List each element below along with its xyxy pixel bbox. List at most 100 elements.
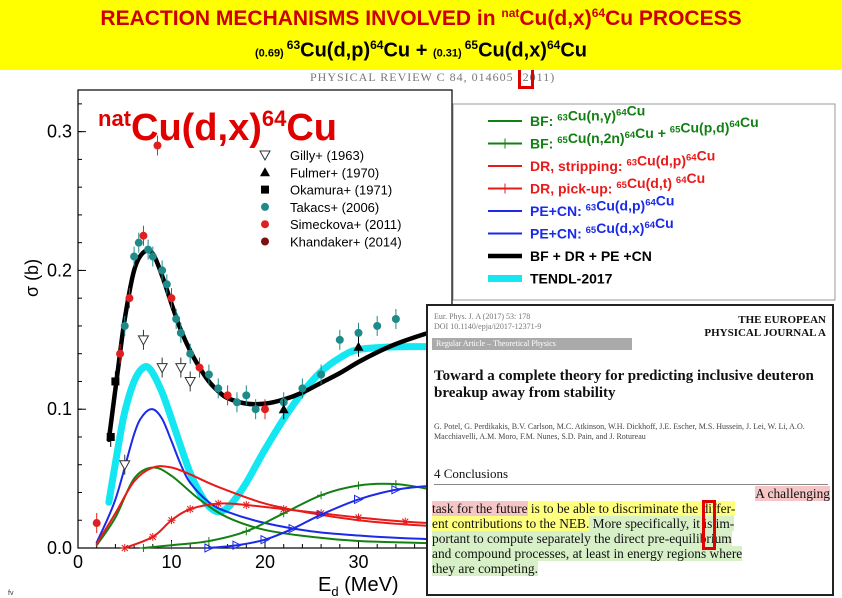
series-line [105, 343, 456, 516]
series-marker [168, 516, 175, 524]
data-point [335, 335, 344, 344]
series-legend-box [452, 103, 836, 301]
data-point [111, 377, 120, 386]
data-point [167, 294, 176, 303]
experiment-legend-label: Takacs+ (2006) [290, 200, 379, 215]
experiment-legend-marker [261, 220, 269, 229]
experiment-legend-label: Khandaker+ (2014) [290, 235, 402, 250]
series-marker [204, 543, 215, 553]
data-point [153, 141, 162, 150]
series-marker [391, 484, 402, 495]
data-point [162, 280, 171, 289]
conclusion-paragraph: A challenging task for the future is to … [432, 486, 830, 576]
y-tick-label: 0.1 [47, 399, 72, 419]
data-point [120, 321, 129, 330]
series-marker [355, 514, 362, 521]
data-point [391, 315, 400, 323]
data-point [137, 335, 150, 346]
series-marker [186, 505, 194, 513]
data-point [353, 341, 364, 351]
journal-reference: PHYSICAL REVIEW C 84, 014605 (2011) [310, 70, 556, 84]
series-legend-label: BF + DR + PE +CN [530, 248, 652, 264]
experiment-legend-label: Simeckova+ (2011) [290, 217, 401, 232]
section-rule [434, 484, 828, 485]
x-tick-label: 10 [161, 552, 181, 572]
series-marker [149, 533, 157, 541]
series-legend-label: PE+CN: 65Cu(d,x)64Cu [530, 215, 674, 242]
series-marker [401, 518, 409, 525]
paper-authors: G. Potel, G. Perdikakis, B.V. Carlson, M… [434, 422, 805, 441]
series-marker [354, 494, 364, 505]
data-point [144, 245, 153, 254]
series-legend-label: PE+CN: 63Cu(d,p)64Cu [530, 192, 674, 219]
slide-title: REACTION MECHANISMS INVOLVED in natCu(d,… [100, 6, 742, 30]
data-point [172, 315, 181, 323]
data-point [130, 252, 139, 261]
series-marker [316, 509, 327, 520]
data-point [317, 370, 326, 379]
series-marker [242, 501, 250, 509]
data-point [118, 460, 131, 471]
data-point [223, 391, 232, 400]
data-point [186, 349, 195, 358]
series-marker [280, 505, 288, 513]
y-tick-label: 0.2 [47, 260, 72, 280]
footer-mark: fv [8, 590, 14, 597]
data-point [156, 363, 168, 374]
data-point [176, 328, 185, 337]
series-line [123, 502, 453, 549]
x-axis-label: Ed (MeV) [318, 574, 399, 598]
series-marker [288, 523, 299, 534]
x-tick-label: 0 [73, 552, 83, 572]
data-point [251, 405, 260, 414]
experiment-legend-marker [259, 150, 271, 162]
slide-subtitle: (0.69) 63Cu(d,p)64Cu + (0.31) 65Cu(d,x)6… [254, 38, 588, 62]
data-point [242, 391, 251, 400]
series-legend-label: DR, stripping: 63Cu(d,p)64Cu [530, 147, 715, 174]
data-point [92, 519, 101, 528]
series-marker [260, 534, 271, 545]
red-highlight-box [518, 70, 534, 89]
data-point [204, 370, 213, 379]
x-tick-label: 20 [255, 552, 275, 572]
experiment-legend-label: Okamura+ (1971) [290, 183, 392, 198]
data-point [134, 238, 143, 247]
red-highlight-box [702, 500, 716, 550]
data-point [232, 398, 241, 407]
data-point [139, 231, 148, 240]
title-banner [0, 0, 842, 70]
experiment-legend-label: Gilly+ (1963) [290, 148, 364, 163]
y-tick-label: 0.0 [47, 538, 72, 558]
plot-reaction-label: natCu(d,x)64Cu [98, 106, 337, 149]
data-point [354, 328, 363, 337]
series-legend-label: TENDL-2017 [530, 271, 613, 287]
series-marker [232, 540, 243, 551]
series-line [95, 466, 453, 547]
y-axis-label: σ (b) [22, 259, 42, 297]
data-point [298, 384, 307, 393]
data-point [261, 405, 269, 414]
article-type-bar: Regular Article – Theoretical Physics [432, 338, 632, 350]
data-point [175, 363, 187, 374]
data-point [184, 376, 197, 388]
x-tick-label: 30 [348, 552, 368, 572]
experiment-legend-marker [261, 237, 269, 246]
experiment-legend-marker [261, 202, 269, 211]
experiment-legend-label: Fulmer+ (1970) [290, 165, 379, 180]
series-marker [121, 544, 129, 552]
paper-title: Toward a complete theory for predicting … [434, 368, 814, 401]
series-legend-label: BF: 63Cu(n,γ)64Cu [530, 102, 645, 129]
series-marker [214, 500, 222, 507]
data-point [106, 432, 115, 441]
experiment-legend-marker [260, 167, 270, 177]
series-legend-label: BF: 65Cu(n,2n)64Cu + 65Cu(p,d)64Cu [530, 114, 759, 151]
data-point [158, 266, 167, 275]
series-line [95, 465, 453, 545]
data-point [148, 252, 157, 261]
journal-logo: THE EUROPEAN PHYSICAL JOURNAL A [704, 314, 826, 339]
paper-excerpt-inset: Eur. Phys. J. A (2017) 53: 178 DOI 10.114… [426, 304, 834, 596]
series-legend-label: DR, pick-up: 65Cu(d,t) 64Cu [530, 170, 705, 197]
y-tick-label: 0.3 [47, 122, 72, 142]
experiment-legend-marker [261, 185, 269, 194]
